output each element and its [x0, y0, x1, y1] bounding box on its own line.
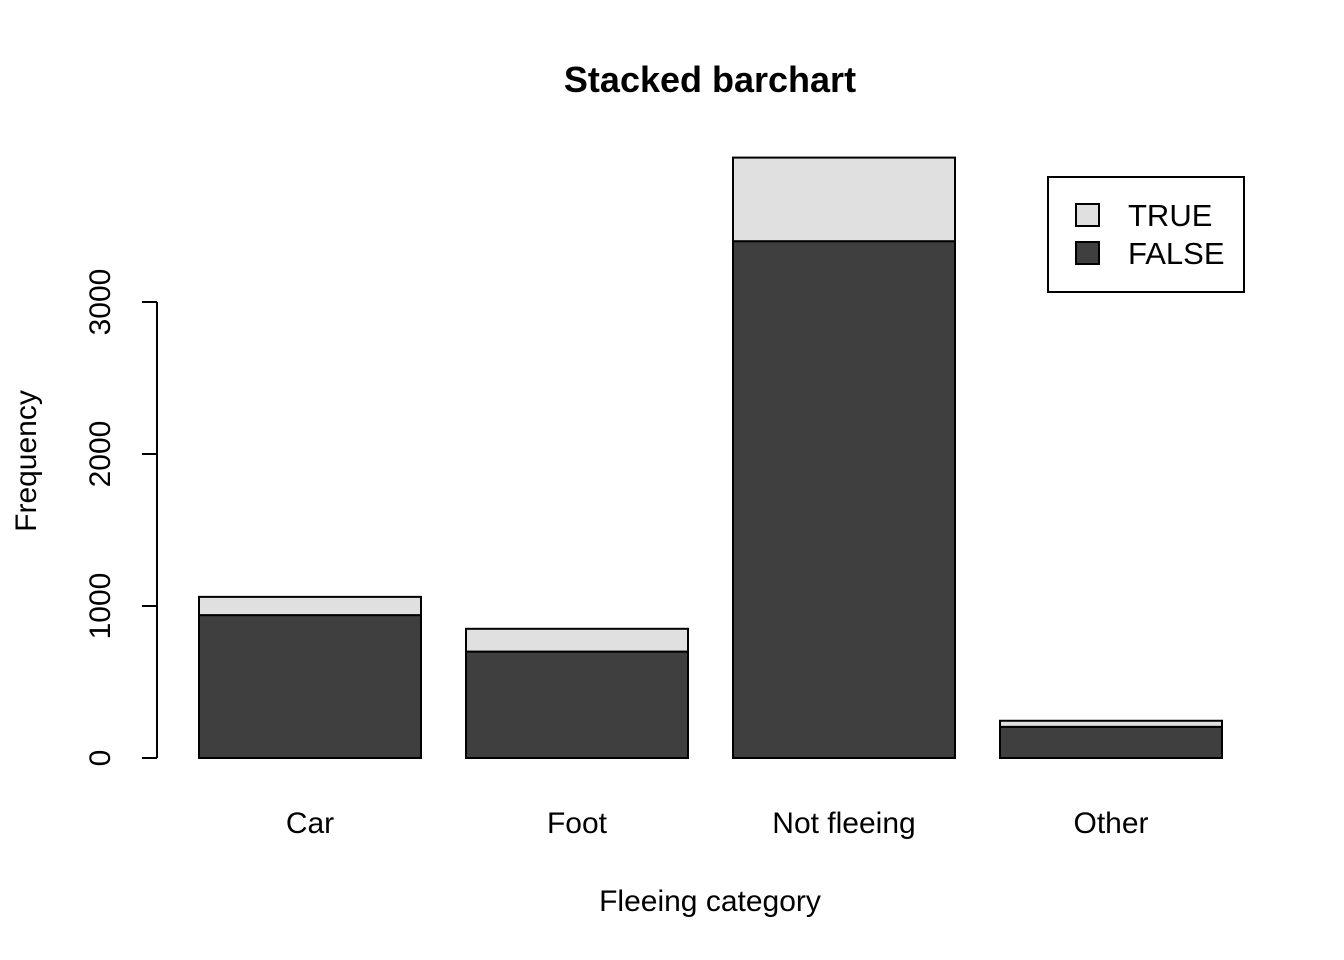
- bar-not-fleeing-false: [732, 240, 956, 759]
- bar-foot-false: [465, 650, 689, 759]
- chart-title: Stacked barchart: [564, 59, 856, 100]
- x-tick-labels: Car Foot Not fleeing Other: [286, 807, 1149, 840]
- y-tick-label-1000: 1000: [84, 573, 117, 640]
- bar-foot-true: [465, 627, 689, 653]
- y-axis-label: Frequency: [10, 390, 43, 532]
- y-axis: 0 1000 2000 3000: [84, 269, 158, 767]
- legend-label-false: FALSE: [1128, 236, 1225, 271]
- x-tick-label-not-fleeing: Not fleeing: [772, 807, 915, 840]
- x-tick-label-other: Other: [1073, 807, 1148, 840]
- bars-group: [198, 156, 1223, 760]
- legend-label-true: TRUE: [1128, 198, 1212, 233]
- x-tick-label-car: Car: [286, 807, 334, 840]
- bar-other-false: [999, 725, 1223, 760]
- bar-car-false: [198, 614, 422, 759]
- x-axis-label: Fleeing category: [599, 885, 821, 918]
- legend-swatch-false: [1075, 241, 1100, 265]
- y-tick-label-0: 0: [84, 750, 117, 767]
- legend-swatch-true: [1075, 203, 1100, 227]
- bar-car-true: [198, 595, 422, 617]
- y-tick-label-3000: 3000: [84, 269, 117, 336]
- x-tick-label-foot: Foot: [547, 807, 608, 840]
- bar-other-true: [999, 719, 1223, 728]
- legend-box: [1047, 176, 1245, 293]
- y-tick-label-2000: 2000: [84, 421, 117, 488]
- bar-not-fleeing-true: [732, 156, 956, 243]
